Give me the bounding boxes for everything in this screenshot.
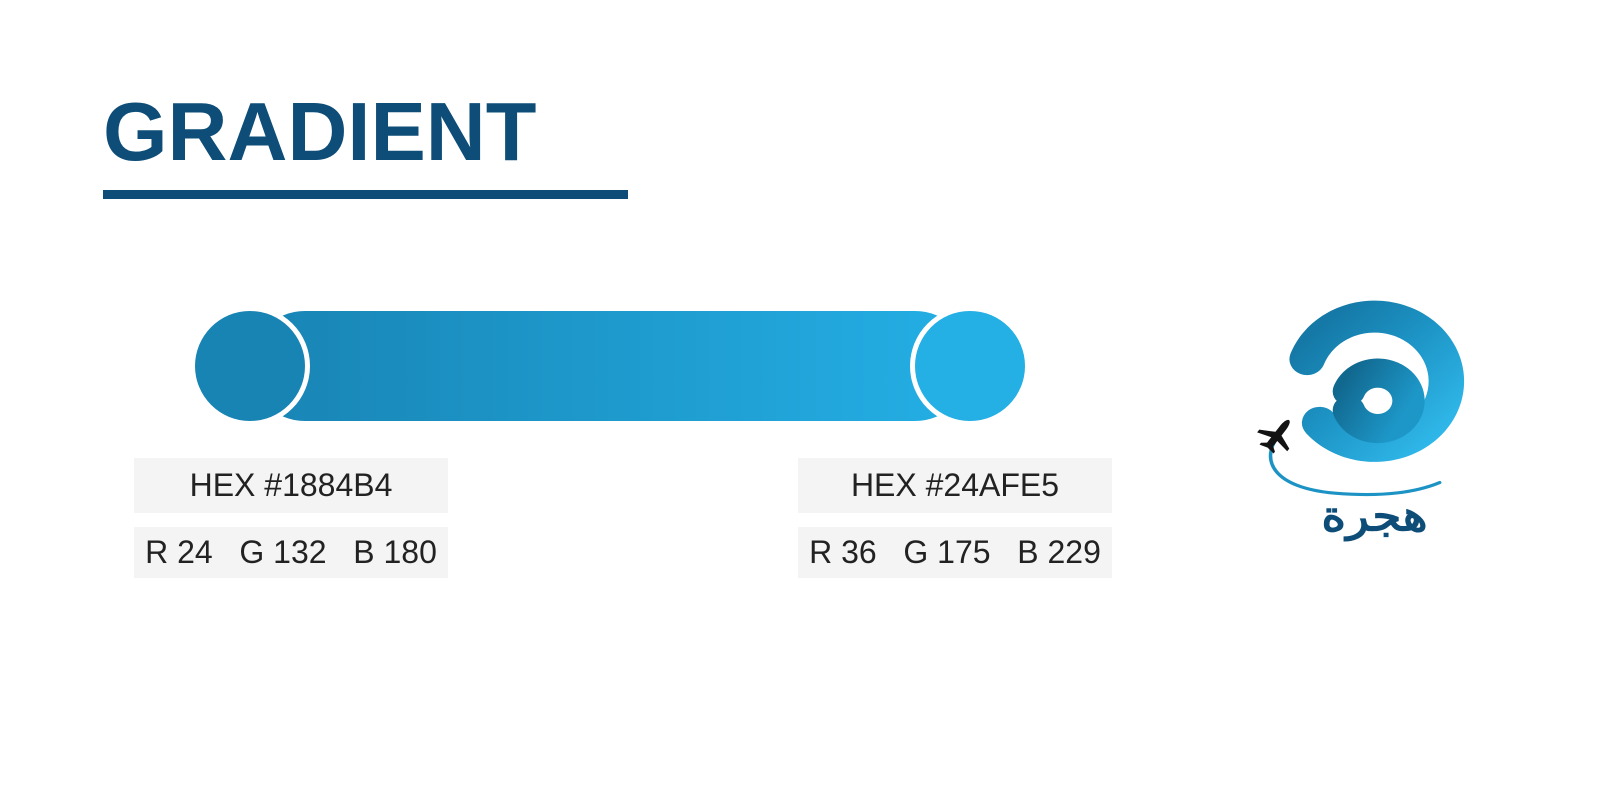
svg-text:هجرة: هجرة xyxy=(1321,491,1427,541)
